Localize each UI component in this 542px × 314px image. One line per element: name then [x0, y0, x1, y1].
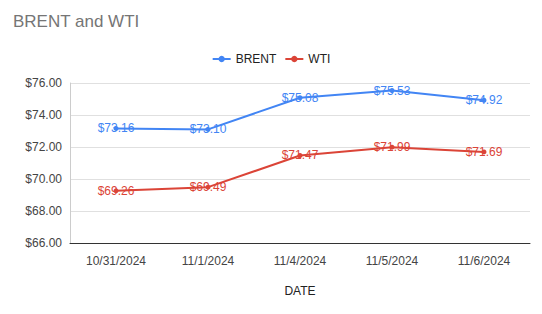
- svg-text:$68.00: $68.00: [25, 204, 62, 218]
- svg-text:$69.49: $69.49: [190, 180, 227, 194]
- svg-text:$73.16: $73.16: [98, 121, 135, 135]
- svg-text:WTI: WTI: [308, 52, 330, 66]
- svg-text:BRENT and WTI: BRENT and WTI: [13, 12, 139, 31]
- svg-text:11/5/2024: 11/5/2024: [366, 254, 419, 268]
- svg-text:BRENT: BRENT: [236, 52, 277, 66]
- svg-text:$70.00: $70.00: [25, 172, 62, 186]
- svg-text:$75.53: $75.53: [374, 84, 411, 98]
- svg-text:11/6/2024: 11/6/2024: [458, 254, 511, 268]
- svg-text:$75.08: $75.08: [282, 91, 319, 105]
- svg-text:$76.00: $76.00: [25, 76, 62, 90]
- svg-text:$66.00: $66.00: [25, 236, 62, 250]
- svg-text:$71.99: $71.99: [374, 140, 411, 154]
- svg-text:$72.00: $72.00: [25, 140, 62, 154]
- svg-text:$71.47: $71.47: [282, 148, 319, 162]
- svg-text:$74.92: $74.92: [466, 93, 503, 107]
- svg-text:11/1/2024: 11/1/2024: [182, 254, 235, 268]
- svg-text:$73.10: $73.10: [190, 122, 227, 136]
- svg-text:11/4/2024: 11/4/2024: [274, 254, 327, 268]
- svg-text:$71.69: $71.69: [466, 145, 503, 159]
- svg-text:DATE: DATE: [284, 284, 315, 298]
- svg-text:10/31/2024: 10/31/2024: [86, 254, 146, 268]
- svg-text:$69.26: $69.26: [98, 184, 135, 198]
- svg-text:$74.00: $74.00: [25, 108, 62, 122]
